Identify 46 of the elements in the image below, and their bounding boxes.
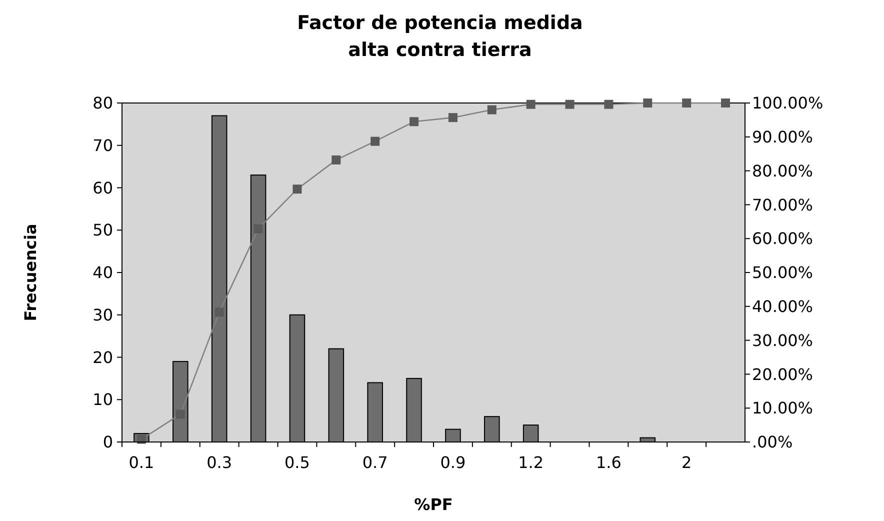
y2-tick-label: 40.00%: [752, 297, 814, 316]
y2-tick-label: 30.00%: [752, 330, 814, 350]
y-tick-label: 80: [92, 94, 113, 113]
point: [332, 155, 341, 164]
y2-tick-label: 10.00%: [752, 398, 814, 418]
point: [643, 98, 652, 108]
point: [176, 410, 185, 419]
y-tick-label: 30: [92, 305, 113, 324]
point: [410, 117, 419, 126]
y-tick-label: 10: [92, 390, 113, 410]
x-tick-label: 1.6: [596, 453, 622, 472]
point: [682, 98, 692, 108]
y2-tick-label: 70.00%: [752, 195, 814, 214]
y-tick-label: 60: [92, 178, 113, 198]
point: [604, 100, 614, 109]
y2-tick-label: 60.00%: [752, 229, 814, 248]
x-tick-label: 2: [682, 453, 692, 472]
point: [526, 100, 536, 109]
point: [254, 224, 263, 234]
point: [487, 105, 496, 114]
chart-title: Factor de potencia medida alta contra tierra: [297, 12, 583, 61]
point: [448, 113, 458, 122]
y2-tick-label: .00%: [752, 432, 793, 452]
x-tick-label: 0.3: [206, 453, 232, 472]
x-tick-label: 0.1: [128, 453, 154, 472]
point: [292, 184, 302, 194]
y-tick-label: 50: [92, 220, 113, 240]
point: [370, 136, 380, 146]
point: [565, 100, 574, 109]
y2-tick-label: 100.00%: [752, 94, 824, 113]
y2-tick-label: 80.00%: [752, 161, 814, 180]
x-tick-label: 1.2: [518, 453, 544, 472]
y2-tick-label: 50.00%: [752, 263, 814, 282]
y-tick-label: 0: [102, 432, 113, 452]
x-tick-label: 0.9: [440, 453, 466, 472]
y-axis-title: Frecuencia: [21, 224, 40, 322]
point: [214, 308, 224, 317]
point: [721, 98, 730, 108]
y-tick-label: 40: [92, 263, 113, 282]
y2-tick-label: 90.00%: [752, 128, 814, 146]
y-tick-label: 20: [92, 348, 113, 367]
y-tick-label: 70: [92, 136, 113, 155]
x-axis-title: %PF: [414, 495, 453, 514]
x-tick-label: 0.5: [284, 453, 310, 472]
y2-tick-label: 20.00%: [752, 364, 814, 384]
x-tick-label: 0.7: [362, 453, 388, 472]
